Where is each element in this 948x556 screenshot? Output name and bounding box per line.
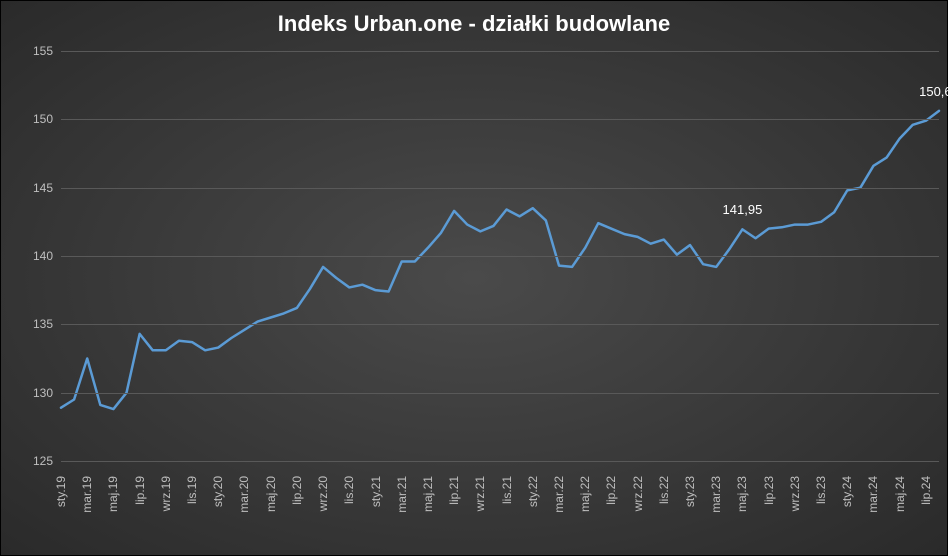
line-series <box>61 111 939 409</box>
grid-line <box>61 256 939 257</box>
grid-line <box>61 188 939 189</box>
x-axis-tick-label: maj.22 <box>578 476 592 536</box>
y-axis-tick-label: 130 <box>13 386 53 400</box>
x-axis-tick-label: lis.22 <box>657 476 671 536</box>
x-axis-tick-label: mar.23 <box>709 476 723 536</box>
grid-line <box>61 393 939 394</box>
x-axis-tick-label: maj.20 <box>264 476 278 536</box>
x-axis-tick-label: lip.22 <box>604 476 618 536</box>
chart-frame: Indeks Urban.one - działki budowlane 125… <box>0 0 948 556</box>
y-axis-tick-label: 125 <box>13 454 53 468</box>
x-axis-tick-label: sty.22 <box>526 476 540 536</box>
x-axis-tick-label: lip.21 <box>447 476 461 536</box>
x-axis-tick-label: wrz.23 <box>788 476 802 536</box>
x-axis-tick-label: wrz.22 <box>631 476 645 536</box>
x-axis-tick-label: lis.23 <box>814 476 828 536</box>
x-axis-tick-label: lis.19 <box>185 476 199 536</box>
grid-line <box>61 119 939 120</box>
x-axis-tick-label: lip.24 <box>919 476 933 536</box>
grid-line <box>61 51 939 52</box>
x-axis-tick-label: wrz.21 <box>473 476 487 536</box>
x-axis-tick-label: lip.23 <box>762 476 776 536</box>
x-axis-tick-label: sty.19 <box>54 476 68 536</box>
x-axis-tick-label: lip.19 <box>133 476 147 536</box>
data-point-label: 141,95 <box>723 202 763 217</box>
grid-line <box>61 324 939 325</box>
y-axis-tick-label: 140 <box>13 249 53 263</box>
x-axis-tick-label: sty.24 <box>840 476 854 536</box>
grid-line <box>61 461 939 462</box>
x-axis-tick-label: maj.21 <box>421 476 435 536</box>
chart-title: Indeks Urban.one - działki budowlane <box>1 11 947 37</box>
y-axis-tick-label: 145 <box>13 181 53 195</box>
x-axis-tick-label: sty.23 <box>683 476 697 536</box>
y-axis-tick-label: 150 <box>13 112 53 126</box>
x-axis-tick-label: sty.20 <box>211 476 225 536</box>
x-axis-tick-label: mar.20 <box>237 476 251 536</box>
x-axis-tick-label: wrz.20 <box>316 476 330 536</box>
x-axis-tick-label: mar.22 <box>552 476 566 536</box>
x-axis-tick-label: maj.19 <box>106 476 120 536</box>
y-axis-tick-label: 135 <box>13 317 53 331</box>
x-axis-tick-label: maj.24 <box>893 476 907 536</box>
x-axis-tick-label: wrz.19 <box>159 476 173 536</box>
x-axis-tick-label: mar.21 <box>395 476 409 536</box>
y-axis-tick-label: 155 <box>13 44 53 58</box>
x-axis-tick-label: lis.20 <box>342 476 356 536</box>
x-axis-tick-label: lip.20 <box>290 476 304 536</box>
data-point-label: 150,62 <box>919 84 948 99</box>
x-axis-tick-label: mar.19 <box>80 476 94 536</box>
x-axis-tick-label: maj.23 <box>735 476 749 536</box>
x-axis-tick-label: mar.24 <box>866 476 880 536</box>
x-axis-tick-label: lis.21 <box>500 476 514 536</box>
plot-area <box>61 51 939 461</box>
x-axis-tick-label: sty.21 <box>369 476 383 536</box>
